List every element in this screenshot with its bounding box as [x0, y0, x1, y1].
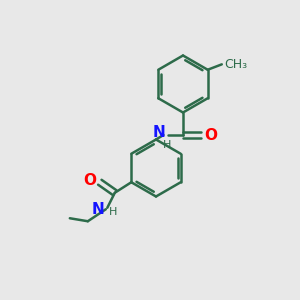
Text: N: N [92, 202, 104, 217]
Text: H: H [109, 207, 118, 217]
Text: CH₃: CH₃ [224, 58, 247, 71]
Text: O: O [205, 128, 218, 142]
Text: O: O [83, 173, 96, 188]
Text: N: N [152, 125, 165, 140]
Text: H: H [163, 140, 171, 149]
